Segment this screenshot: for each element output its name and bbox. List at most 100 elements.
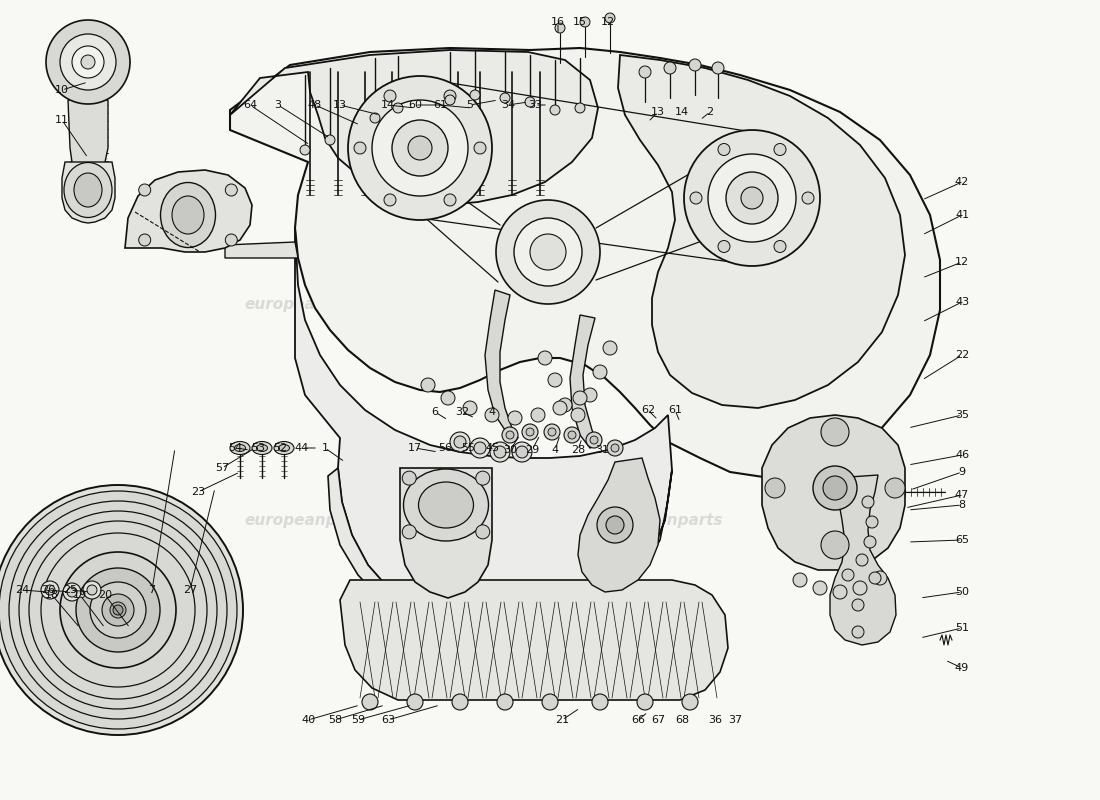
Circle shape bbox=[497, 694, 513, 710]
Ellipse shape bbox=[74, 173, 102, 207]
Text: 45: 45 bbox=[485, 443, 499, 453]
Circle shape bbox=[764, 478, 785, 498]
Circle shape bbox=[393, 103, 403, 113]
Ellipse shape bbox=[278, 445, 289, 451]
Text: 30: 30 bbox=[503, 445, 517, 455]
Text: 59: 59 bbox=[351, 715, 365, 725]
Text: 5: 5 bbox=[466, 100, 473, 110]
Circle shape bbox=[821, 531, 849, 559]
Circle shape bbox=[592, 694, 608, 710]
Circle shape bbox=[571, 408, 585, 422]
Text: 6: 6 bbox=[431, 407, 439, 417]
Ellipse shape bbox=[274, 442, 294, 454]
Circle shape bbox=[548, 428, 556, 436]
Circle shape bbox=[470, 90, 480, 100]
Circle shape bbox=[470, 438, 490, 458]
Circle shape bbox=[708, 154, 796, 242]
Circle shape bbox=[48, 525, 208, 685]
Circle shape bbox=[514, 218, 582, 286]
Circle shape bbox=[102, 594, 134, 626]
Circle shape bbox=[226, 184, 238, 196]
Circle shape bbox=[60, 34, 116, 90]
Text: 21: 21 bbox=[554, 715, 569, 725]
Polygon shape bbox=[328, 468, 672, 636]
Circle shape bbox=[450, 432, 470, 452]
Text: 3: 3 bbox=[275, 100, 282, 110]
Text: 50: 50 bbox=[955, 587, 969, 597]
Polygon shape bbox=[570, 315, 598, 448]
Circle shape bbox=[354, 142, 366, 154]
Text: 37: 37 bbox=[728, 715, 743, 725]
Circle shape bbox=[862, 496, 874, 508]
Text: 53: 53 bbox=[251, 443, 265, 453]
Text: europeanparts: europeanparts bbox=[244, 297, 372, 311]
Circle shape bbox=[500, 93, 510, 103]
Circle shape bbox=[726, 172, 778, 224]
Circle shape bbox=[580, 17, 590, 27]
Text: 4: 4 bbox=[488, 407, 496, 417]
Circle shape bbox=[41, 533, 195, 687]
Text: 36: 36 bbox=[708, 715, 722, 725]
Circle shape bbox=[774, 143, 786, 155]
Polygon shape bbox=[62, 162, 116, 223]
Circle shape bbox=[110, 602, 126, 618]
Text: 27: 27 bbox=[183, 585, 197, 595]
Circle shape bbox=[544, 424, 560, 440]
Circle shape bbox=[506, 431, 514, 439]
Circle shape bbox=[842, 569, 854, 581]
Text: 35: 35 bbox=[955, 410, 969, 420]
Polygon shape bbox=[295, 228, 672, 632]
Circle shape bbox=[452, 694, 468, 710]
Text: 18: 18 bbox=[45, 590, 59, 600]
Circle shape bbox=[454, 436, 466, 448]
Circle shape bbox=[490, 442, 510, 462]
Text: 12: 12 bbox=[601, 17, 615, 27]
Circle shape bbox=[502, 427, 518, 443]
Circle shape bbox=[496, 200, 600, 304]
Circle shape bbox=[421, 378, 434, 392]
Text: 10: 10 bbox=[55, 85, 69, 95]
Text: 1: 1 bbox=[321, 443, 329, 453]
Text: 32: 32 bbox=[455, 407, 469, 417]
Circle shape bbox=[550, 105, 560, 115]
Circle shape bbox=[852, 599, 864, 611]
Text: 23: 23 bbox=[191, 487, 205, 497]
Text: 58: 58 bbox=[328, 715, 342, 725]
Ellipse shape bbox=[64, 162, 112, 218]
Circle shape bbox=[639, 66, 651, 78]
Circle shape bbox=[813, 466, 857, 510]
Polygon shape bbox=[125, 170, 252, 252]
Circle shape bbox=[813, 581, 827, 595]
Circle shape bbox=[712, 62, 724, 74]
Circle shape bbox=[864, 536, 876, 548]
Text: 56: 56 bbox=[438, 443, 452, 453]
Circle shape bbox=[586, 432, 602, 448]
Circle shape bbox=[684, 130, 820, 266]
Circle shape bbox=[873, 571, 887, 585]
Circle shape bbox=[403, 525, 416, 539]
Text: 40: 40 bbox=[301, 715, 315, 725]
Circle shape bbox=[76, 568, 160, 652]
Circle shape bbox=[68, 545, 188, 665]
Text: 28: 28 bbox=[571, 445, 585, 455]
Circle shape bbox=[542, 694, 558, 710]
Text: 47: 47 bbox=[955, 490, 969, 500]
Circle shape bbox=[362, 694, 378, 710]
Text: 13: 13 bbox=[651, 107, 666, 117]
Circle shape bbox=[0, 491, 236, 729]
Polygon shape bbox=[400, 468, 492, 598]
Circle shape bbox=[408, 136, 432, 160]
Circle shape bbox=[718, 143, 730, 155]
Circle shape bbox=[226, 234, 238, 246]
Circle shape bbox=[793, 573, 807, 587]
Circle shape bbox=[0, 485, 243, 735]
Circle shape bbox=[60, 552, 176, 668]
Text: 52: 52 bbox=[273, 443, 287, 453]
Text: 19: 19 bbox=[73, 590, 87, 600]
Circle shape bbox=[774, 241, 786, 253]
Text: 14: 14 bbox=[381, 100, 395, 110]
Circle shape bbox=[82, 581, 101, 599]
Text: 7: 7 bbox=[148, 585, 155, 595]
Circle shape bbox=[512, 442, 532, 462]
Circle shape bbox=[446, 95, 455, 105]
